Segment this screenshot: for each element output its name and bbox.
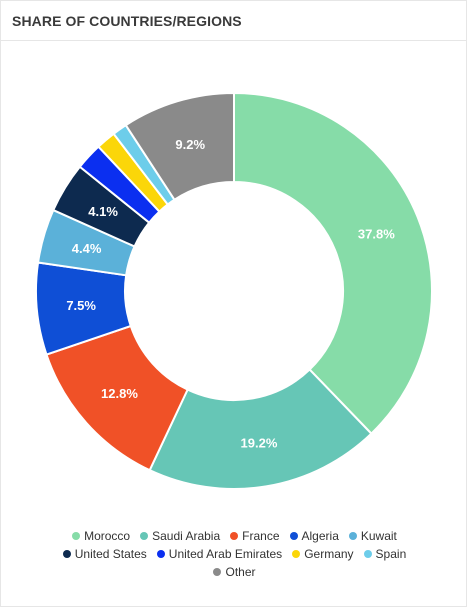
legend-swatch-icon [289, 531, 298, 540]
legend-item[interactable]: Saudi Arabia [140, 529, 220, 543]
legend-label: Spain [375, 546, 407, 561]
legend-item[interactable]: Spain [363, 546, 407, 561]
legend-label: Algeria [301, 528, 339, 543]
legend-label: United Arab Emirates [168, 546, 283, 561]
legend-label: United States [74, 546, 147, 561]
slice-label: 37.8% [358, 227, 395, 242]
slice-saudi-arabia[interactable] [148, 368, 373, 490]
legend-swatch-icon [363, 549, 372, 558]
legend-swatch-icon [348, 531, 357, 540]
slice-label: 12.8% [101, 386, 138, 401]
legend-item[interactable]: Germany [292, 546, 354, 561]
chart-title: SHARE OF COUNTRIES/REGIONS [12, 13, 242, 29]
legend-swatch-icon [72, 531, 81, 540]
legend-row: United States United Arab Emirates Germany… [1, 546, 467, 561]
legend-swatch-icon [213, 567, 222, 576]
legend-item[interactable]: United Arab Emirates [156, 546, 283, 561]
legend-label: Saudi Arabia [152, 528, 221, 543]
legend-item[interactable]: Kuwait [348, 528, 397, 543]
legend-item[interactable]: Other [213, 564, 256, 579]
legend-item[interactable]: Algeria [289, 528, 339, 543]
card-header: SHARE OF COUNTRIES/REGIONS [1, 1, 466, 41]
legend-swatch-icon [230, 531, 239, 540]
legend-item[interactable]: France [230, 528, 280, 543]
legend-item[interactable]: United States [62, 546, 147, 561]
legend-label: Kuwait [360, 528, 397, 543]
legend-row: Other [1, 564, 467, 579]
slice-label: 19.2% [241, 435, 278, 450]
slice-label: 9.2% [175, 137, 205, 152]
legend-label: Germany [304, 546, 354, 561]
legend-row: Morocco Saudi Arabia France Algeria Kuwait [1, 528, 467, 543]
slice-other[interactable] [124, 91, 235, 202]
legend-swatch-icon [62, 549, 71, 558]
donut-chart: 37.8% 19.2% 12.8% 7.5% 4.4% 4.1% 9.2% [35, 91, 433, 490]
slice-morocco[interactable] [233, 91, 433, 436]
legend-swatch-icon [292, 549, 301, 558]
legend-swatch-icon [156, 549, 165, 558]
chart-legend: Morocco Saudi Arabia France Algeria Kuwait Un… [1, 528, 467, 582]
legend-label: France [242, 528, 280, 543]
slice-label: 4.4% [72, 241, 102, 256]
legend-item[interactable]: Morocco [72, 529, 130, 543]
slice-label: 7.5% [66, 298, 96, 313]
slice-label: 4.1% [88, 204, 118, 219]
legend-swatch-icon [140, 531, 149, 540]
legend-label: Morocco [84, 528, 131, 543]
legend-label: Other [225, 564, 256, 579]
